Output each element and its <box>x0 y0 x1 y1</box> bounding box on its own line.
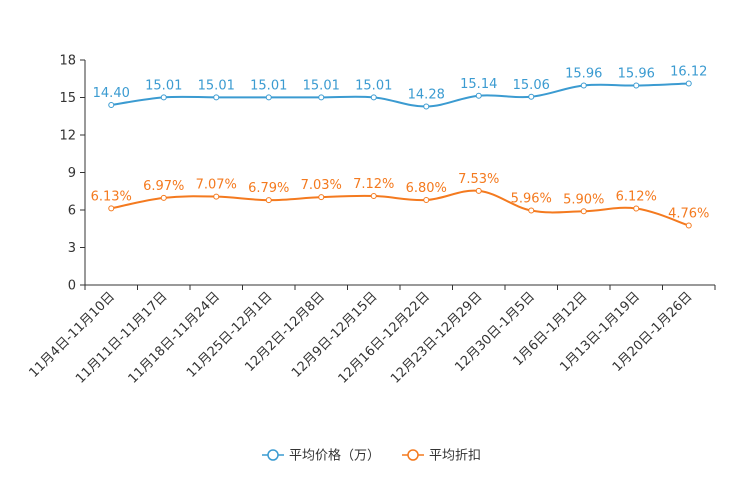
y-tick-label: 6 <box>68 204 76 219</box>
data-point[interactable] <box>108 102 115 108</box>
data-label: 15.01 <box>250 78 287 93</box>
series-1: 14.40 15.01 15.01 15.01 15.01 15.01 14.28 15.14… <box>93 65 707 110</box>
data-label: 14.40 <box>93 86 130 101</box>
data-label: 16.12 <box>670 65 707 80</box>
legend-marker-icon <box>267 449 279 461</box>
data-point[interactable] <box>633 82 640 89</box>
data-label: 6.13% <box>91 189 132 204</box>
data-label: 4.76% <box>668 207 709 222</box>
data-point[interactable] <box>265 197 272 204</box>
x-tick-label: 12月23日-12月29日 <box>388 289 485 386</box>
data-label: 15.01 <box>303 78 340 93</box>
y-tick-label: 3 <box>68 241 76 256</box>
series-group: 14.40 15.01 15.01 15.01 15.01 15.01 14.28 15.14… <box>91 65 709 229</box>
data-label: 7.07% <box>196 178 237 193</box>
data-point[interactable] <box>475 92 482 99</box>
x-tick-label: 11月18日-11月24日 <box>126 289 223 386</box>
data-point[interactable] <box>423 103 430 110</box>
data-label: 5.90% <box>563 192 604 207</box>
series-line <box>111 82 689 108</box>
data-point[interactable] <box>265 94 272 101</box>
legend-marker-icon <box>407 449 419 461</box>
data-label: 6.97% <box>143 179 184 194</box>
data-label: 15.01 <box>355 78 392 93</box>
series-2: 6.13% 6.97% 7.07% 6.79% 7.03% 7.12% 6.80% 7.53%… <box>91 172 709 229</box>
data-label: 6.80% <box>406 181 447 196</box>
data-point[interactable] <box>160 194 167 201</box>
data-point[interactable] <box>528 93 535 100</box>
data-point[interactable] <box>318 194 325 201</box>
y-tick-label: 9 <box>68 166 76 181</box>
legend-label: 平均价格（万） <box>289 448 380 464</box>
y-tick-label: 15 <box>59 91 76 106</box>
data-label: 7.03% <box>301 178 342 193</box>
data-point[interactable] <box>475 187 482 194</box>
data-label: 15.96 <box>618 67 655 82</box>
data-point[interactable] <box>580 82 587 89</box>
data-label: 7.12% <box>353 177 394 192</box>
data-point[interactable] <box>160 94 167 101</box>
data-label: 5.96% <box>511 192 552 207</box>
data-label: 15.14 <box>460 77 497 92</box>
data-point[interactable] <box>633 205 640 212</box>
data-point[interactable] <box>685 80 692 87</box>
data-label: 15.01 <box>145 78 182 93</box>
x-tick-label: 11月11日-11月17日 <box>73 289 170 386</box>
data-point[interactable] <box>423 197 430 203</box>
data-label: 15.01 <box>198 78 235 93</box>
x-tick-label: 11月4日-11月10日 <box>26 289 118 381</box>
y-tick-label: 12 <box>59 129 76 144</box>
y-axis-ticks: 0 3 6 9 12 15 18 <box>59 54 85 294</box>
data-point[interactable] <box>580 208 587 215</box>
data-label: 6.12% <box>616 190 657 205</box>
legend[interactable]: 平均价格（万） 平均折扣 <box>262 448 481 464</box>
data-point[interactable] <box>370 94 377 101</box>
x-tick-label: 12月16日-12月22日 <box>336 289 433 386</box>
data-label: 14.28 <box>408 88 445 103</box>
data-label: 15.96 <box>565 67 602 82</box>
legend-label: 平均折扣 <box>429 449 481 464</box>
data-point[interactable] <box>528 207 535 214</box>
data-label: 7.53% <box>458 172 499 187</box>
data-point[interactable] <box>108 205 115 212</box>
y-tick-label: 18 <box>59 54 76 69</box>
data-point[interactable] <box>213 94 220 101</box>
legend-item-1[interactable]: 平均价格（万） <box>262 448 380 464</box>
data-point[interactable] <box>213 193 220 200</box>
data-label: 15.06 <box>513 78 550 93</box>
data-point[interactable] <box>370 193 377 199</box>
data-point[interactable] <box>685 222 692 229</box>
series-line <box>111 189 690 227</box>
data-point[interactable] <box>318 94 325 101</box>
data-label: 6.79% <box>248 181 289 196</box>
legend-item-2[interactable]: 平均折扣 <box>402 449 481 464</box>
y-tick-label: 0 <box>68 279 76 294</box>
axes <box>84 60 715 286</box>
x-axis-ticks: 11月4日-11月10日11月11日-11月17日11月18日-11月24日11… <box>26 285 716 387</box>
